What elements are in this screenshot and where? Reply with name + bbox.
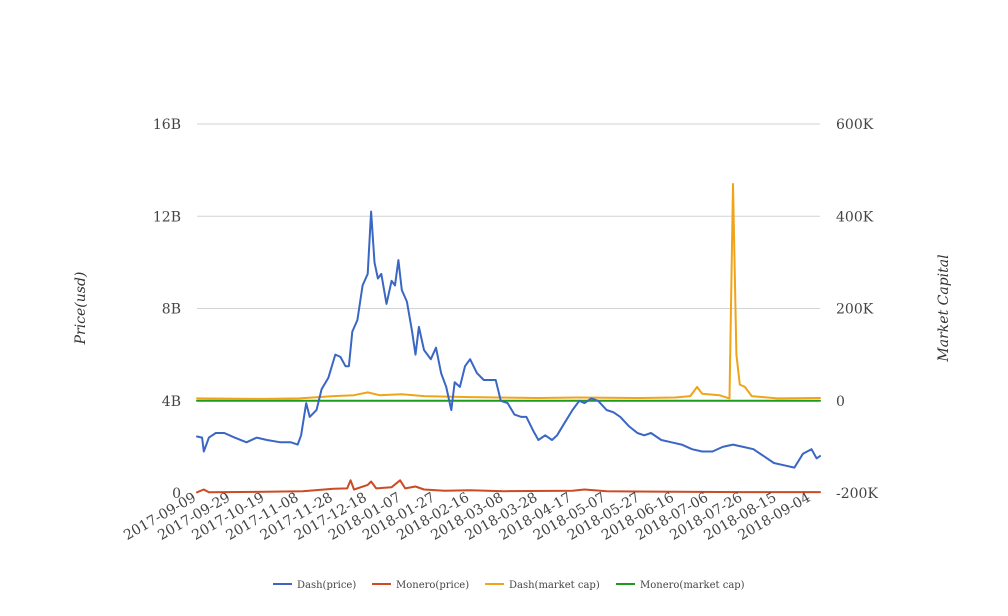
legend-label: Monero(market cap) (640, 580, 745, 591)
y-tick-label-right: -200K (836, 486, 878, 502)
series-line-monero-price (196, 479, 821, 494)
legend-label: Dash(price) (297, 580, 356, 591)
legend: Dash(price) Monero(price) Dash(market cap)… (273, 580, 745, 591)
y-tick-label-left: 12B (153, 209, 181, 225)
y-axis-title-right: Market Capital (936, 254, 952, 362)
y-tick-label-right: 400K (836, 209, 874, 225)
legend-label: Monero(price) (396, 580, 469, 591)
legend-label: Dash(market cap) (509, 580, 600, 591)
y-tick-label-right: 600K (836, 117, 874, 133)
y-axis-title-left: Price(usd) (73, 272, 89, 346)
y-tick-label-left: 0 (172, 486, 181, 502)
series-line-dash-market-cap (196, 183, 821, 400)
y-tick-label-right: 200K (836, 302, 874, 318)
series-line-dash-price (196, 210, 821, 469)
y-tick-label-right: 0 (836, 394, 845, 410)
y-tick-label-left: 8B (162, 302, 181, 318)
y-tick-label-left: 16B (153, 117, 181, 133)
y-tick-label-left: 4B (162, 394, 181, 410)
